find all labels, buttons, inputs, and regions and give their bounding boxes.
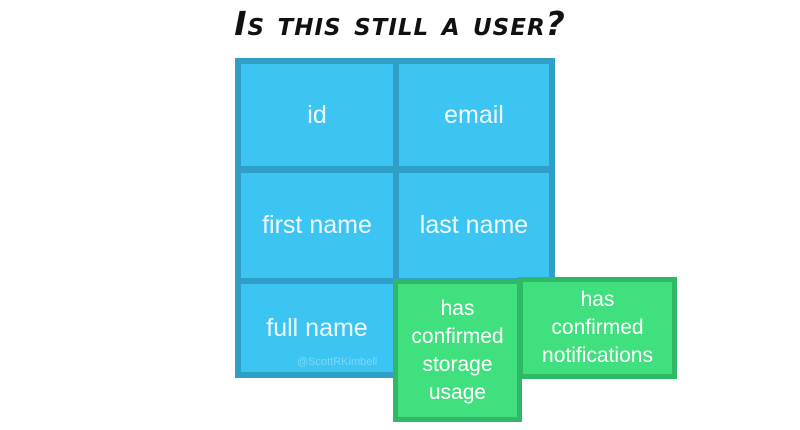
notifications-line-1: has [580,288,615,311]
field-id: id [241,64,393,166]
storage-line-4: usage [428,380,487,404]
storage-line-2: confirmed [411,324,504,348]
watermark: @ScottRKimbell [297,356,378,368]
diagram-title: Is this still a user? [234,4,566,43]
storage-line-1: has [440,296,475,320]
user-fields-grid: id email first name last name full name [235,58,555,378]
notifications-line-2: confirmed [551,316,644,339]
field-has-confirmed-notifications: has confirmed notifications [518,277,677,379]
notifications-line-3: notifications [542,344,653,367]
field-email: email [399,64,549,166]
storage-line-3: storage [422,352,493,376]
field-last-name: last name [399,173,549,278]
field-first-name: first name [241,173,393,278]
field-full-name: full name [241,284,393,372]
field-has-confirmed-storage-usage: has confirmed storage usage [393,279,522,422]
